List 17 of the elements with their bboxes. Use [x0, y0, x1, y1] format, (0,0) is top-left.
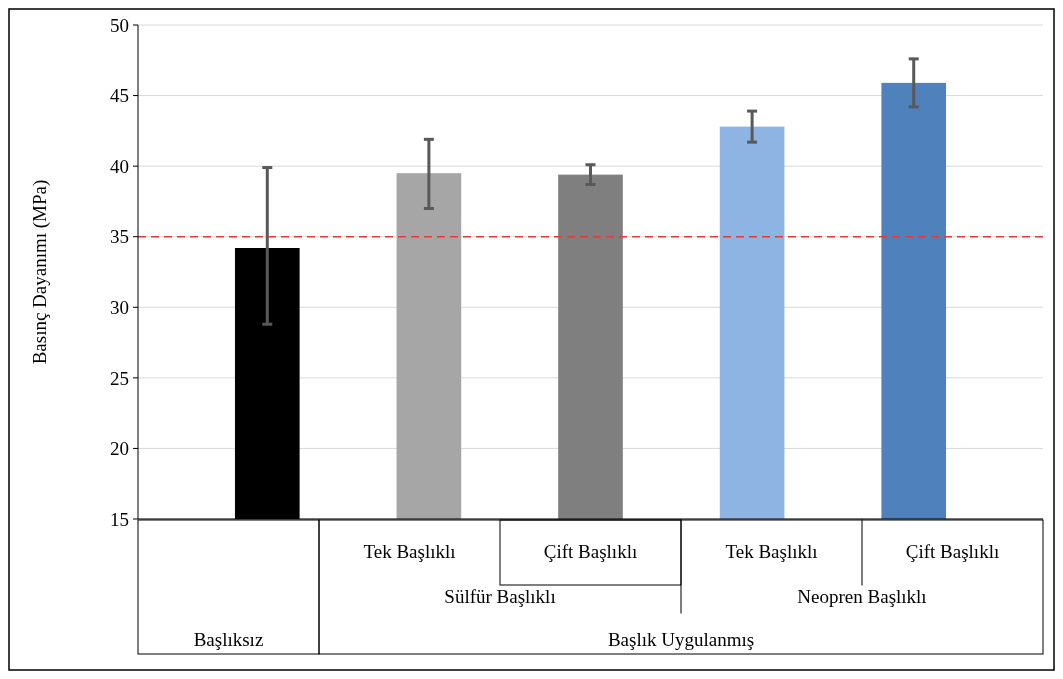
- y-tick-label: 40: [110, 155, 129, 177]
- x-tick-label: Tek Başlıklı: [725, 541, 818, 562]
- text: Başlık Uygulanmış: [607, 629, 755, 650]
- text: Sülfür Başlıklı: [444, 586, 556, 607]
- x-tick-label: Çift Başlıklı: [543, 541, 638, 562]
- y-tick-label: 45: [110, 85, 129, 107]
- text: Başlıksız: [193, 629, 264, 650]
- y-tick-label: 15: [110, 508, 129, 530]
- x-tick-label: Tek Başlıklı: [363, 541, 456, 562]
- y-tick-label: 20: [110, 438, 129, 460]
- y-tick-label: 35: [110, 226, 129, 248]
- x-tick-label: Çift Başlıklı: [905, 541, 1000, 562]
- text: Neopren Başlıklı: [797, 586, 927, 607]
- y-tick-label: 50: [110, 14, 129, 36]
- y-tick-label: 25: [110, 367, 129, 389]
- y-tick-label: 30: [110, 296, 129, 318]
- y-axis-title: Basınç Dayanımı (MPa): [29, 179, 51, 365]
